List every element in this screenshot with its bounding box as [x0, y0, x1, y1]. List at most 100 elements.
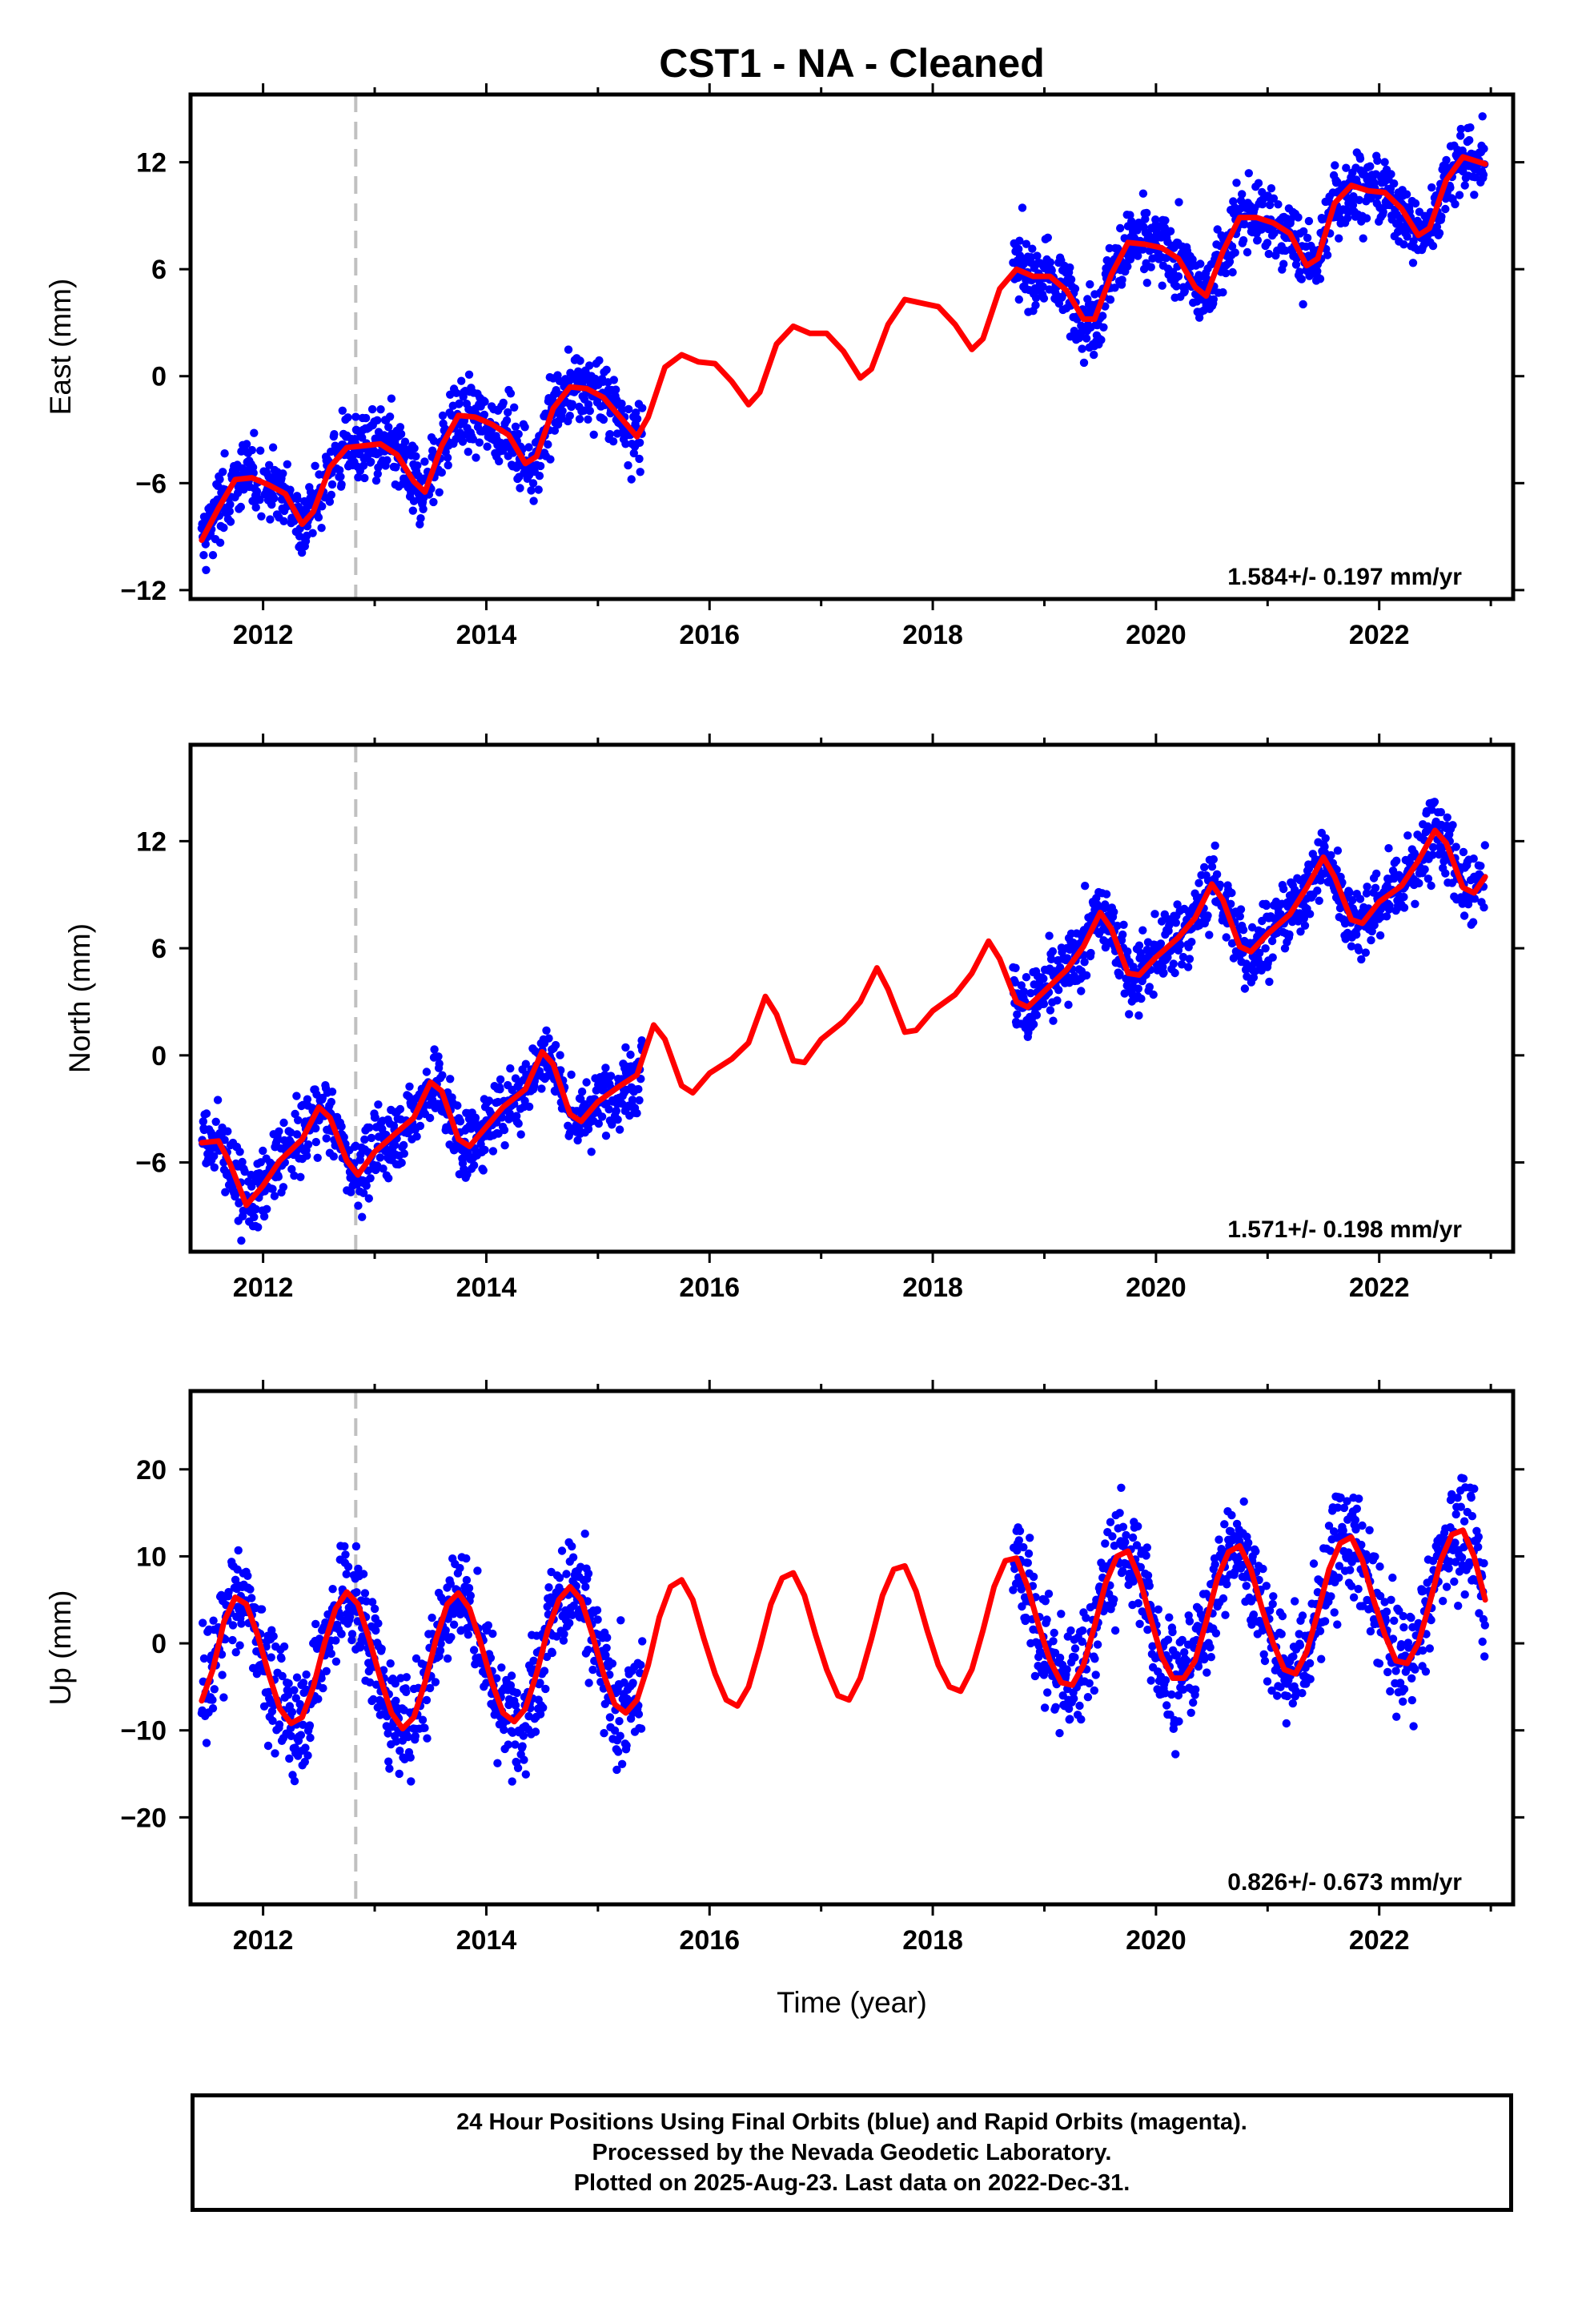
data-point: [1239, 926, 1248, 935]
data-point: [466, 1591, 475, 1600]
data-point: [497, 1113, 507, 1122]
data-point: [1265, 1606, 1275, 1615]
data-point: [306, 1733, 315, 1743]
data-point: [410, 444, 419, 452]
data-point: [1180, 1648, 1189, 1657]
data-point: [1470, 895, 1480, 903]
data-point: [1090, 1686, 1099, 1695]
data-point: [218, 1671, 227, 1679]
data-point: [1336, 1493, 1345, 1502]
data-point: [377, 1644, 386, 1654]
data-point: [1390, 1616, 1399, 1626]
data-point: [521, 1770, 530, 1779]
data-point: [296, 1172, 305, 1182]
model-curve: [199, 154, 1488, 543]
data-point: [434, 1052, 443, 1061]
data-point: [228, 1621, 238, 1630]
data-point: [1085, 1679, 1094, 1688]
data-point: [406, 1753, 415, 1762]
data-point: [1366, 162, 1375, 171]
data-point: [1335, 1573, 1343, 1582]
data-point: [584, 1646, 592, 1655]
data-point: [252, 1670, 262, 1679]
x-tick-label: 2014: [456, 1273, 517, 1303]
data-point: [407, 1777, 416, 1786]
data-point: [542, 1026, 551, 1035]
data-point: [1070, 1653, 1079, 1662]
data-point: [397, 1158, 406, 1168]
data-point: [371, 1680, 381, 1689]
data-point: [1200, 1655, 1209, 1664]
data-point: [446, 390, 455, 399]
data-point: [238, 1157, 247, 1167]
data-point: [1327, 1592, 1335, 1601]
data-point: [1456, 1502, 1466, 1511]
data-point: [274, 1172, 283, 1181]
data-point: [1260, 1656, 1270, 1666]
data-point: [1200, 862, 1209, 872]
data-point: [1221, 268, 1231, 278]
data-point: [1379, 207, 1387, 216]
data-point: [1470, 191, 1479, 199]
data-point: [359, 1188, 368, 1198]
data-point: [1411, 899, 1419, 909]
data-point: [514, 429, 523, 439]
data-point: [1157, 917, 1166, 926]
data-point: [1291, 1687, 1300, 1695]
data-point: [243, 1571, 252, 1581]
data-point: [1211, 1629, 1221, 1638]
data-point: [235, 1641, 244, 1650]
data-point: [1220, 1520, 1229, 1529]
data-point: [1145, 983, 1154, 991]
data-point: [1146, 1676, 1155, 1685]
data-point: [1195, 879, 1203, 887]
data-point: [595, 356, 604, 365]
data-point: [468, 435, 478, 444]
data-point: [575, 415, 584, 424]
data-point: [287, 1731, 295, 1740]
data-point: [1070, 1694, 1078, 1703]
data-point: [396, 429, 406, 439]
data-point: [1399, 1611, 1408, 1621]
data-point: [1019, 987, 1029, 996]
data-point: [1259, 1564, 1267, 1574]
x-tick-label: 2022: [1349, 620, 1410, 650]
data-point: [548, 1648, 556, 1658]
data-point: [295, 1699, 304, 1709]
data-point: [1161, 1676, 1170, 1685]
data-point: [1017, 981, 1026, 990]
data-point: [452, 388, 461, 397]
data-point: [1299, 914, 1309, 923]
data-point: [1428, 241, 1438, 251]
data-point: [1288, 1699, 1298, 1708]
data-point: [400, 1149, 408, 1158]
data-point: [1117, 1483, 1126, 1493]
data-point: [1079, 358, 1089, 368]
data-point: [1279, 884, 1288, 894]
data-point: [391, 463, 400, 472]
data-point: [257, 1605, 267, 1614]
data-point: [292, 1673, 302, 1682]
data-point: [1122, 1530, 1130, 1540]
data-point: [1388, 866, 1398, 875]
data-point: [1277, 1630, 1286, 1638]
data-point: [266, 515, 275, 524]
data-point: [1407, 1695, 1417, 1705]
data-point: [1285, 930, 1294, 939]
data-point: [457, 376, 466, 385]
y-axis-title: East (mm): [44, 279, 77, 416]
data-point: [1077, 987, 1086, 995]
data-point: [308, 529, 317, 537]
data-point: [1063, 954, 1072, 963]
data-point: [1430, 798, 1439, 806]
data-point: [1162, 1701, 1171, 1710]
data-point: [585, 361, 594, 370]
data-point: [1148, 254, 1157, 263]
data-point: [507, 1671, 516, 1680]
data-point: [1480, 841, 1490, 850]
data-point: [634, 1710, 644, 1719]
data-point: [411, 1731, 420, 1741]
data-point: [338, 406, 347, 415]
data-point: [635, 1096, 644, 1105]
data-point: [365, 1123, 374, 1132]
